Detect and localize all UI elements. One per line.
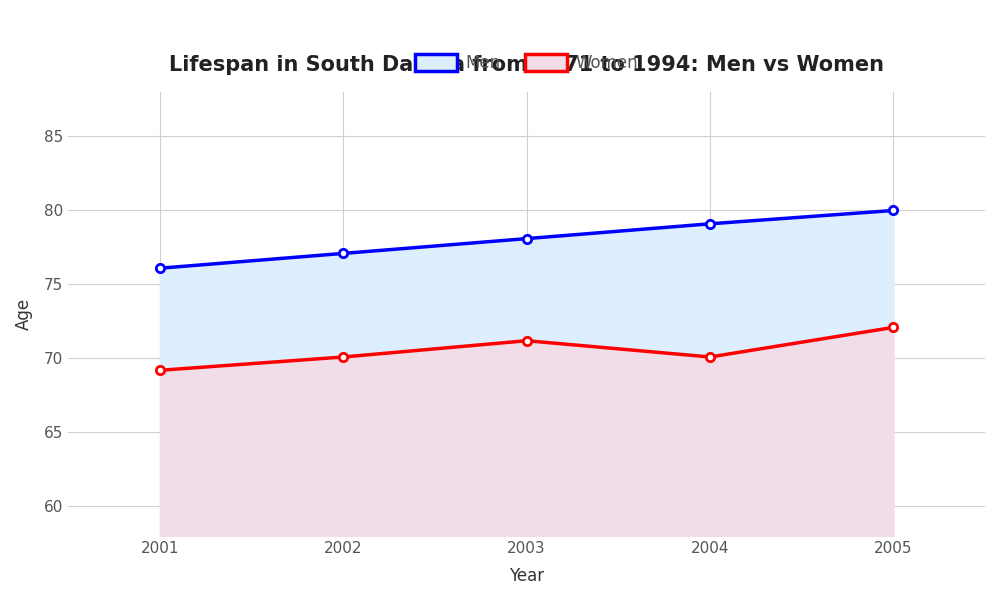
Y-axis label: Age: Age <box>15 298 33 330</box>
Legend: Men, Women: Men, Women <box>409 47 645 79</box>
Title: Lifespan in South Dakota from 1971 to 1994: Men vs Women: Lifespan in South Dakota from 1971 to 19… <box>169 55 884 75</box>
X-axis label: Year: Year <box>509 567 544 585</box>
